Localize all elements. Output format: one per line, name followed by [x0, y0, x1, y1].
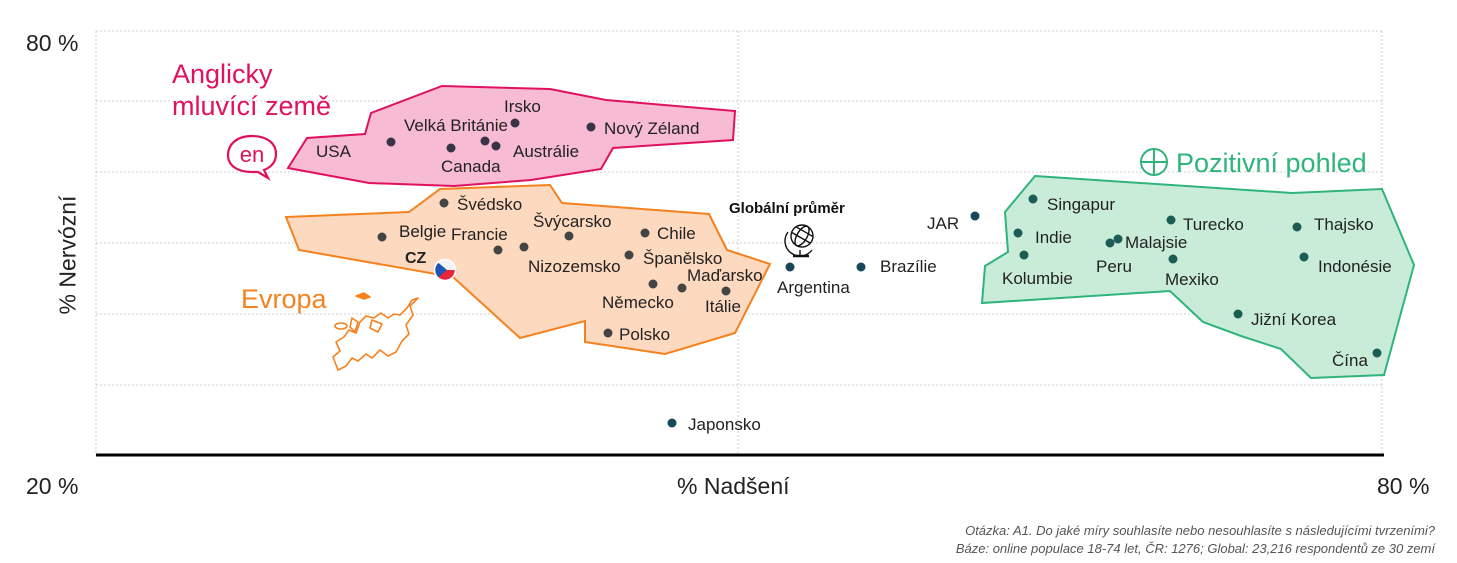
label-netherlands: Nizozemsko: [528, 257, 621, 276]
point-labels: USA Velká Británie Canada Irsko Austráli…: [316, 97, 1392, 434]
data-point-canada[interactable]: [446, 143, 456, 153]
positive-group-title: Pozitivní pohled: [1176, 148, 1367, 178]
label-turkey: Turecko: [1183, 215, 1244, 234]
data-point-chile[interactable]: [640, 228, 650, 238]
label-cz: CZ: [405, 250, 427, 267]
label-nz: Nový Zéland: [604, 119, 699, 138]
english-group-title-line1: Anglicky: [172, 59, 273, 89]
label-colombia: Kolumbie: [1002, 269, 1073, 288]
data-point-japan[interactable]: [667, 418, 677, 428]
data-point-netherlands[interactable]: [519, 242, 529, 252]
data-point-belgium[interactable]: [377, 232, 387, 242]
data-point-argentina[interactable]: [785, 262, 795, 272]
english-speech-bubble-icon: [226, 134, 278, 181]
europe-group-title: Evropa: [241, 284, 328, 314]
data-point-peru[interactable]: [1105, 238, 1115, 248]
label-china: Čína: [1332, 351, 1368, 370]
data-point-hungary[interactable]: [677, 283, 687, 293]
label-hungary: Maďarsko: [687, 266, 763, 285]
data-point-brazil[interactable]: [856, 262, 866, 272]
data-point-switzerland[interactable]: [564, 231, 574, 241]
label-switzerland: Švýcarsko: [533, 212, 611, 231]
data-point-malaysia[interactable]: [1113, 234, 1123, 244]
label-poland: Polsko: [619, 325, 670, 344]
globe-icon: [784, 224, 814, 258]
data-point-nz[interactable]: [586, 122, 596, 132]
label-italy: Itálie: [705, 297, 741, 316]
label-usa: USA: [316, 142, 352, 161]
label-thailand: Thajsko: [1314, 215, 1374, 234]
data-point-germany[interactable]: [648, 279, 658, 289]
label-malaysia: Malajsie: [1125, 233, 1187, 252]
english-badge-text: en: [240, 142, 264, 167]
data-point-sa[interactable]: [970, 211, 980, 221]
english-group-title-line2: mluvící země: [172, 91, 331, 121]
europe-points: [377, 198, 731, 338]
label-korea: Jižní Korea: [1251, 310, 1337, 329]
label-peru: Peru: [1096, 257, 1132, 276]
data-point-usa[interactable]: [386, 137, 396, 147]
plus-circle-icon: [1140, 148, 1168, 176]
label-ireland: Irsko: [504, 97, 541, 116]
x-min-tick-label: 20 %: [26, 473, 79, 499]
label-brazil: Brazílie: [880, 257, 937, 276]
data-point-turkey[interactable]: [1166, 215, 1176, 225]
label-chile: Chile: [657, 224, 696, 243]
data-point-poland[interactable]: [603, 328, 613, 338]
data-point-ireland[interactable]: [510, 118, 520, 128]
data-point-korea[interactable]: [1233, 309, 1243, 319]
y-max-tick-label: 80 %: [26, 30, 79, 56]
data-point-india[interactable]: [1013, 228, 1023, 238]
data-point-china[interactable]: [1372, 348, 1382, 358]
positive-group-region: [980, 174, 1416, 380]
label-singapore: Singapur: [1047, 195, 1115, 214]
label-sa: JAR: [927, 214, 959, 233]
english-points: [386, 118, 596, 153]
label-spain: Španělsko: [643, 249, 722, 268]
label-japan: Japonsko: [688, 415, 761, 434]
data-point-singapore[interactable]: [1028, 194, 1038, 204]
footnote-question: Otázka: A1. Do jaké míry souhlasíte nebo…: [965, 523, 1435, 538]
label-global: Globální průměr: [729, 200, 845, 217]
data-point-spain[interactable]: [624, 250, 634, 260]
footnote-base: Báze: online populace 18-74 let, ČR: 127…: [955, 541, 1435, 556]
label-canada: Canada: [441, 157, 501, 176]
x-max-tick-label: 80 %: [1377, 473, 1430, 499]
label-france: Francie: [451, 225, 508, 244]
label-argentina: Argentina: [777, 278, 850, 297]
cz-flag-icon[interactable]: [433, 258, 457, 282]
label-indonesia: Indonésie: [1318, 257, 1392, 276]
label-uk: Velká Británie: [404, 116, 508, 135]
data-point-italy[interactable]: [721, 286, 731, 296]
data-point-sweden[interactable]: [439, 198, 449, 208]
data-point-thailand[interactable]: [1292, 222, 1302, 232]
data-point-uk[interactable]: [480, 136, 490, 146]
label-australia: Austrálie: [513, 142, 579, 161]
label-germany: Německo: [602, 293, 674, 312]
label-mexico: Mexiko: [1165, 270, 1219, 289]
data-point-australia[interactable]: [491, 141, 501, 151]
data-point-france[interactable]: [493, 245, 503, 255]
y-axis-title: % Nervózní: [54, 195, 81, 315]
europe-group-region: [284, 183, 772, 356]
data-point-colombia[interactable]: [1019, 250, 1029, 260]
english-group-region: [286, 84, 737, 188]
data-point-mexico[interactable]: [1168, 254, 1178, 264]
label-sweden: Švédsko: [457, 195, 522, 214]
other-points: [667, 211, 980, 428]
label-belgium: Belgie: [399, 222, 446, 241]
x-axis-title: % Nadšení: [677, 473, 790, 499]
europe-map-icon: [332, 292, 419, 371]
label-india: Indie: [1035, 228, 1072, 247]
positive-points: [1013, 194, 1382, 358]
data-point-indonesia[interactable]: [1299, 252, 1309, 262]
